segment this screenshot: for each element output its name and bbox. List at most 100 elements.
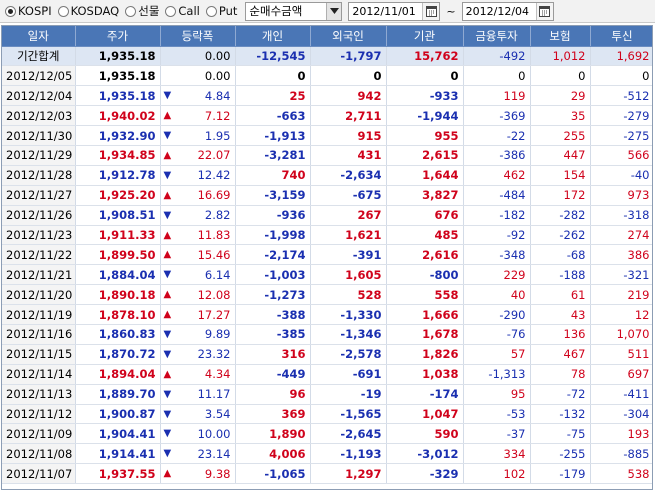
table-row[interactable]: 2012/11/09 1,904.41 10.00 ▼ 1,890 -2,645 590 -3… <box>2 423 652 445</box>
cell-institution: 676 <box>386 205 464 226</box>
cell-individual: 0 <box>235 65 311 87</box>
cell-financial-investment: 102 <box>463 463 531 485</box>
table-row[interactable]: 2012/11/21 1,884.04 6.14 ▼ -1,003 1,605 -800 22… <box>2 264 652 286</box>
cell-investment-trust: 1,070 <box>590 324 652 345</box>
cell-individual: -12,545 <box>235 46 311 67</box>
col-header-change[interactable]: 등락폭 <box>160 26 236 47</box>
cell-price: 1,914.41 <box>75 443 161 465</box>
triangle-down-icon: ▼ <box>163 90 172 102</box>
table-row[interactable]: 2012/11/22 1,899.50 15.46 ▲ -2,174 -391 2,616-… <box>2 244 652 266</box>
cell-institution: 955 <box>386 125 464 146</box>
table-row[interactable]: 2012/11/14 1,894.04 4.34 ▲ -449 -691 1,038 -1,3… <box>2 364 652 385</box>
table-row[interactable]: 2012/12/05 1,935.18 0.00 0 0 0 0 0 0 <box>2 65 652 87</box>
col-header-price[interactable]: 주가 <box>75 26 161 47</box>
triangle-down-icon: ▼ <box>163 348 172 360</box>
cell-price: 1,940.02 <box>75 105 161 127</box>
cell-change: 4.34 ▲ <box>160 364 236 385</box>
cell-insurance: -255 <box>530 443 591 465</box>
table-row[interactable]: 2012/11/19 1,878.10 17.27 ▲ -388 -1,330 1,666-… <box>2 304 652 325</box>
table-row[interactable]: 2012/12/03 1,940.02 7.12 ▲ -663 2,711 -1,944 -3… <box>2 105 652 127</box>
radio-label: KOSDAQ <box>70 4 120 18</box>
cell-individual: -388 <box>235 304 311 325</box>
cell-change: 17.27 ▲ <box>160 304 236 325</box>
col-header-financial-investment[interactable]: 금융투자 <box>463 26 531 47</box>
col-header-institution[interactable]: 기관 <box>386 26 464 47</box>
cell-investment-trust: 1,692 <box>590 46 652 67</box>
triangle-up-icon: ▲ <box>163 189 172 201</box>
cell-investment-trust: -318 <box>590 205 652 226</box>
table-row[interactable]: 2012/11/13 1,889.70 11.17 ▼ 96 -19 -174 95 -72 -4… <box>2 384 652 405</box>
cell-foreign: -1,565 <box>310 404 387 425</box>
calendar-icon[interactable] <box>535 2 553 20</box>
cell-insurance: 43 <box>530 304 591 325</box>
cell-price: 1,935.18 <box>75 46 161 67</box>
radio-dot <box>125 5 137 17</box>
table-row[interactable]: 2012/11/26 1,908.51 2.82 ▼ -936 267 676 -182 -28… <box>2 205 652 226</box>
calendar-icon[interactable] <box>422 2 440 20</box>
table-row[interactable]: 2012/11/16 1,860.83 9.89 ▼ -385 -1,346 1,678 -7… <box>2 324 652 345</box>
table-row[interactable]: 기간합계 1,935.18 0.00 -12,545 -1,797 15,762 -492 1… <box>2 46 652 67</box>
cell-foreign: 267 <box>310 205 387 226</box>
table-header: 일자 주가 등락폭 개인 외국인 기관 금융투자 보험 투신 <box>2 26 652 47</box>
cell-individual: -663 <box>235 105 311 127</box>
table-row[interactable]: 2012/11/12 1,900.87 3.54 ▼ 369 -1,565 1,047 -53… <box>2 404 652 425</box>
cell-foreign: 1,605 <box>310 264 387 286</box>
table-row[interactable]: 2012/11/30 1,932.90 1.95 ▼ -1,913 915 955 -22 25… <box>2 125 652 146</box>
cell-price: 1,884.04 <box>75 264 161 286</box>
cell-insurance: 78 <box>530 364 591 385</box>
amount-type-select[interactable]: 순매수금액 <box>245 1 343 21</box>
table-row[interactable]: 2012/11/27 1,925.20 16.69 ▲ -3,159 -675 3,827-… <box>2 185 652 206</box>
table-row[interactable]: 2012/12/04 1,935.18 4.84 ▼ 25 942 -933 119 29 -51… <box>2 85 652 107</box>
table-row[interactable]: 2012/11/23 1,911.33 11.83 ▲ -1,998 1,621 485 -9… <box>2 225 652 246</box>
date-from-field[interactable]: 2012/11/01 <box>348 1 441 21</box>
radio-dot <box>5 5 16 17</box>
radio-call[interactable]: Call <box>165 4 200 18</box>
table-row[interactable]: 2012/11/08 1,914.41 23.14 ▼ 4,006 -1,193 -3,01… <box>2 443 652 465</box>
cell-change: 23.14 ▼ <box>160 443 236 465</box>
col-header-date[interactable]: 일자 <box>2 26 76 47</box>
cell-change: 2.82 ▼ <box>160 205 236 226</box>
date-to-field[interactable]: 2012/12/04 <box>461 1 554 21</box>
table-row[interactable]: 2012/11/29 1,934.85 22.07 ▲ -3,281 431 2,615 -3… <box>2 145 652 166</box>
cell-investment-trust: -304 <box>590 404 652 425</box>
cell-insurance: -132 <box>530 404 591 425</box>
select-value: 순매수금액 <box>249 4 303 18</box>
triangle-up-icon: ▲ <box>163 249 172 261</box>
radio-kospi[interactable]: KOSPI <box>5 4 52 18</box>
col-header-individual[interactable]: 개인 <box>235 26 311 47</box>
col-header-investment-trust[interactable]: 투신 <box>590 26 652 47</box>
col-header-foreign[interactable]: 외국인 <box>310 26 387 47</box>
cell-individual: 740 <box>235 165 311 186</box>
cell-date: 2012/11/30 <box>2 125 76 146</box>
cell-individual: -1,273 <box>235 284 311 306</box>
triangle-down-icon: ▼ <box>163 448 172 460</box>
chevron-down-icon[interactable] <box>326 2 342 20</box>
cell-change: 10.00 ▼ <box>160 423 236 445</box>
radio-futures[interactable]: 선물 <box>125 3 159 19</box>
cell-date: 2012/11/15 <box>2 344 76 365</box>
cell-individual: 4,006 <box>235 443 311 465</box>
cell-insurance: 154 <box>530 165 591 186</box>
cell-individual: -1,998 <box>235 225 311 246</box>
table-row[interactable]: 2012/11/28 1,912.78 12.42 ▼ 740 -2,634 1,644 46… <box>2 165 652 186</box>
cell-date: 2012/11/21 <box>2 264 76 286</box>
cell-date: 2012/12/03 <box>2 105 76 127</box>
cell-institution: 1,678 <box>386 324 464 345</box>
triangle-up-icon: ▲ <box>163 309 172 321</box>
table-row[interactable]: 2012/11/20 1,890.18 12.08 ▲ -1,273 528 558 40 61… <box>2 284 652 306</box>
radio-kosdaq[interactable]: KOSDAQ <box>57 4 120 18</box>
col-header-insurance[interactable]: 보험 <box>530 26 591 47</box>
cell-insurance: 29 <box>530 85 591 107</box>
cell-institution: 485 <box>386 225 464 246</box>
cell-institution: 1,644 <box>386 165 464 186</box>
table-row[interactable]: 2012/11/15 1,870.72 23.32 ▼ 316 -2,578 1,826 57… <box>2 344 652 365</box>
cell-insurance: 0 <box>530 65 591 87</box>
radio-put[interactable]: Put <box>205 4 237 18</box>
cell-individual: -3,159 <box>235 185 311 206</box>
cell-institution: -3,012 <box>386 443 464 465</box>
radio-dot <box>205 5 217 17</box>
table-row[interactable]: 2012/11/07 1,937.55 9.38 ▲ -1,065 1,297 -329 10… <box>2 463 652 485</box>
cell-change: 1.95 ▼ <box>160 125 236 146</box>
cell-price: 1,932.90 <box>75 125 161 146</box>
cell-financial-investment: -492 <box>463 46 531 67</box>
